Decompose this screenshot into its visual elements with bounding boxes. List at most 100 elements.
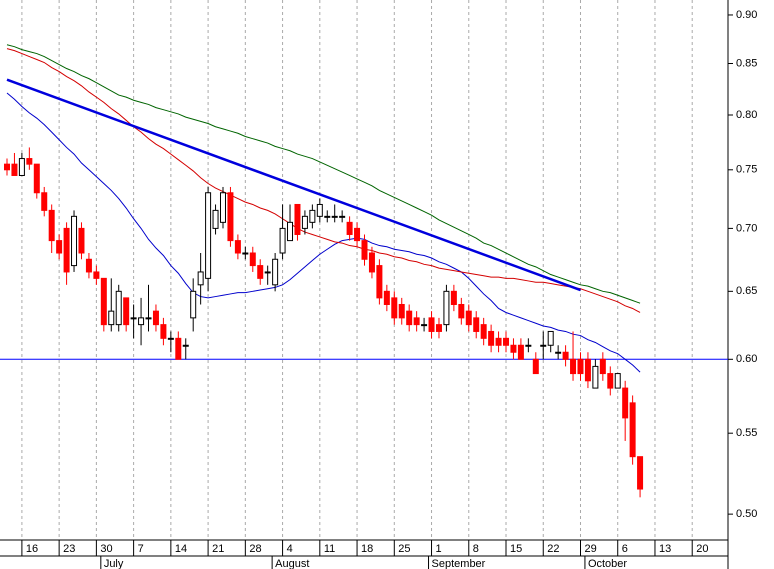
candle-body <box>406 310 413 326</box>
candle-body <box>607 373 614 389</box>
candle-body <box>495 337 502 346</box>
candle-body <box>190 290 197 319</box>
x-tick-label: 11 <box>324 543 335 555</box>
candle-body <box>346 221 353 235</box>
y-tick-label: 0.90 <box>736 9 757 21</box>
candle-body <box>517 344 524 360</box>
candle-body <box>71 215 78 267</box>
y-tick-label: 0.75 <box>736 164 757 176</box>
candle-body <box>123 297 130 326</box>
candle-body <box>242 252 249 255</box>
candle-body <box>287 221 294 242</box>
candle-body <box>398 303 405 319</box>
candle-body <box>361 240 368 260</box>
candle-body <box>48 209 55 242</box>
candle-body <box>473 317 480 332</box>
x-tick-label: 16 <box>26 543 38 555</box>
candle-body <box>383 290 390 305</box>
x-tick-label: 22 <box>547 543 559 555</box>
candle-body <box>63 227 70 273</box>
candle-body <box>56 240 63 254</box>
candle-body <box>622 387 629 419</box>
x-tick-label: 4 <box>287 543 293 555</box>
candle-body <box>160 324 167 339</box>
x-tick-label: 15 <box>510 543 522 555</box>
candle-body <box>458 303 465 319</box>
candle-body <box>450 290 457 305</box>
candle-body <box>435 324 442 332</box>
candle-body <box>4 163 10 171</box>
candle-body <box>212 209 219 229</box>
candle-body <box>205 192 212 279</box>
month-label: July <box>104 558 124 569</box>
candle-body <box>562 351 569 360</box>
candle-body <box>555 351 562 354</box>
candle-body <box>93 271 100 279</box>
x-tick-label: 30 <box>100 543 112 555</box>
moving-average-line <box>6 48 641 313</box>
candle-body <box>85 258 92 273</box>
candle-body <box>510 344 517 353</box>
candle-body <box>138 317 145 326</box>
trend-line <box>6 78 581 292</box>
candle-body <box>115 290 122 326</box>
candle-body <box>249 252 256 267</box>
candle-body <box>316 203 323 217</box>
candle-body <box>264 271 271 274</box>
candle-body <box>18 158 25 176</box>
x-tick-label: 7 <box>138 543 144 555</box>
x-tick-label: 14 <box>175 543 187 555</box>
candle-body <box>532 358 539 375</box>
candle-body <box>421 324 428 327</box>
candle-body <box>488 330 495 346</box>
candle-body <box>354 227 361 242</box>
x-tick-label: 6 <box>622 543 628 555</box>
candle-body <box>272 258 279 286</box>
candle-body <box>301 215 308 229</box>
x-tick-label: 18 <box>361 543 373 555</box>
candle-body <box>234 240 241 254</box>
candle-body <box>577 358 584 375</box>
x-tick-label: 13 <box>659 543 671 555</box>
candle-body <box>279 227 286 254</box>
candle-body <box>465 310 472 326</box>
x-tick-label: 1 <box>436 543 442 555</box>
candle-body <box>584 358 591 382</box>
candle-body <box>525 344 532 347</box>
candle-body <box>480 324 487 339</box>
x-tick-label: 8 <box>473 543 479 555</box>
x-tick-label: 25 <box>398 543 410 555</box>
month-label: October <box>588 558 627 569</box>
x-tick-label: 29 <box>584 543 596 555</box>
candle-body <box>197 271 204 286</box>
candle-body <box>33 163 40 194</box>
candle-body <box>331 215 338 218</box>
candle-body <box>629 402 636 458</box>
candle-body <box>391 297 398 319</box>
month-label: August <box>275 558 309 569</box>
candle-body <box>540 344 547 347</box>
y-tick-label: 0.85 <box>736 57 757 69</box>
y-tick-label: 0.65 <box>736 285 757 297</box>
moving-average-line <box>6 92 641 373</box>
candle-body <box>26 158 33 165</box>
candle-body <box>182 344 189 347</box>
candle-body <box>428 317 435 332</box>
candle-body <box>592 365 599 389</box>
candle-body <box>368 252 375 273</box>
candle-body <box>219 192 226 223</box>
candle-body <box>227 192 234 242</box>
candle-body <box>443 290 450 326</box>
candle-body <box>324 215 331 218</box>
candle-body <box>599 358 606 375</box>
candle-body <box>339 215 346 218</box>
candle-body <box>309 209 316 223</box>
candle-body <box>100 277 107 326</box>
candle-body <box>570 358 577 375</box>
month-label: September <box>432 558 486 569</box>
candle-body <box>130 317 137 320</box>
candle-body <box>11 163 18 176</box>
y-tick-label: 0.80 <box>736 109 757 121</box>
